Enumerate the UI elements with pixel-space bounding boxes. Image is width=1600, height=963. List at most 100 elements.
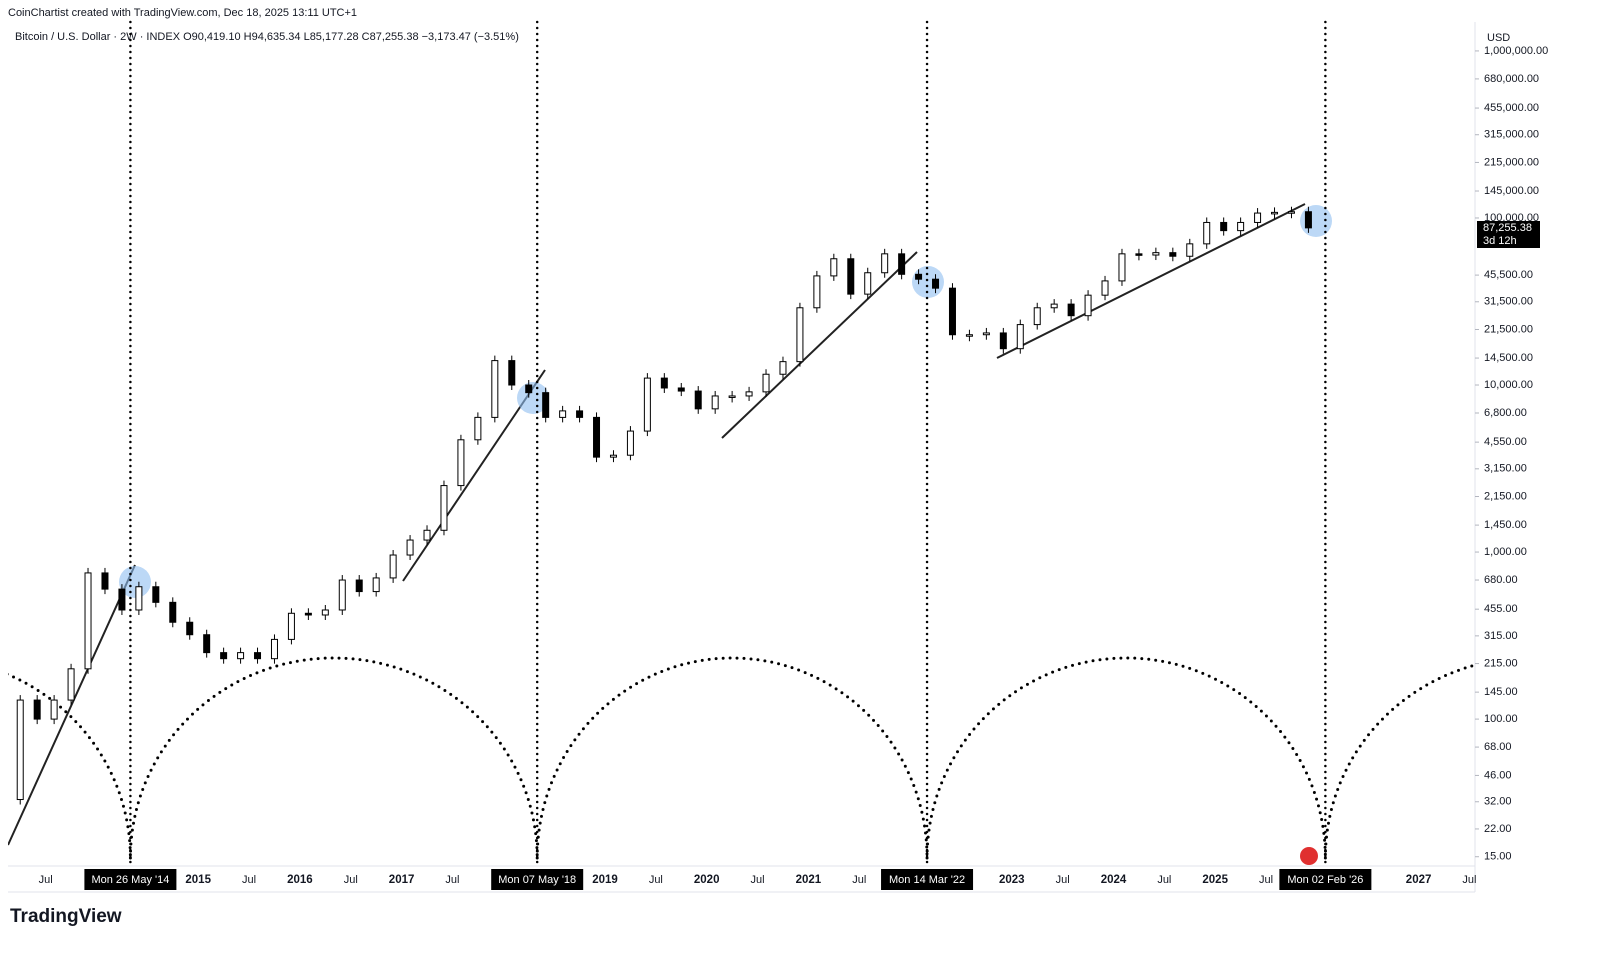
y-tick-label: 68.00: [1484, 741, 1512, 753]
candle: [830, 258, 838, 277]
highlight: [1300, 205, 1332, 237]
trend-line: [721, 251, 918, 439]
y-tick-label: 10,000.00: [1484, 379, 1533, 391]
cycle-label-box: [881, 869, 974, 890]
candle: [881, 253, 889, 274]
candle: [559, 410, 567, 418]
y-tick-label: 31,500.00: [1484, 296, 1533, 308]
candle: [525, 384, 533, 394]
x-tick-label: 2023: [999, 874, 1025, 886]
y-tick-label: 22.00: [1484, 823, 1512, 835]
currency: USD: [1487, 32, 1510, 44]
candle: [999, 332, 1007, 350]
price-tag-value: 87,255.38: [1483, 222, 1532, 234]
cycle-arc: [535, 656, 929, 860]
candle: [118, 588, 126, 611]
candle: [440, 485, 448, 531]
cycle-label-box: [491, 869, 584, 890]
candle: [1186, 243, 1194, 257]
y-tick-label: 1,000.00: [1484, 546, 1527, 558]
y-tick-label: 2,150.00: [1484, 490, 1527, 502]
candle: [508, 360, 516, 386]
x-tick-label: Jul: [1056, 874, 1070, 886]
candle: [948, 287, 956, 336]
y-tick-label: 455.00: [1484, 603, 1518, 615]
x-tick-label: Jul: [1157, 874, 1171, 886]
candle: [84, 572, 92, 670]
y-tick-label: 15.00: [1484, 851, 1512, 863]
cycle-label: Mon 14 Mar '22: [889, 874, 965, 886]
x-tick-label: Jul: [445, 874, 459, 886]
candle: [576, 410, 584, 418]
x-tick-label: Jul: [751, 874, 765, 886]
y-tick-label: 32.00: [1484, 796, 1512, 808]
highlight: [912, 266, 944, 298]
candle: [355, 579, 363, 593]
y-tick-label: 1,000,000.00: [1484, 45, 1548, 57]
candle: [1101, 280, 1109, 296]
y-tick-label: 14,500.00: [1484, 352, 1533, 364]
x-tick-label: 2015: [185, 874, 211, 886]
candle: [1050, 303, 1058, 309]
x-tick-label: Jul: [39, 874, 53, 886]
flag-icon: [1300, 847, 1318, 865]
cycle-label-box: [84, 869, 177, 890]
y-tick-label: 455,000.00: [1484, 102, 1539, 114]
candle: [372, 577, 380, 593]
y-tick-label: 21,500.00: [1484, 323, 1533, 335]
candle: [321, 609, 329, 616]
candle: [626, 430, 634, 456]
y-tick-label: 145.00: [1484, 686, 1518, 698]
candle: [50, 699, 58, 720]
candle: [16, 699, 24, 801]
candle: [1118, 253, 1126, 282]
legend: Bitcoin / U.S. Dollar · 2W · INDEX O90,4…: [15, 31, 519, 43]
x-tick-label: 2025: [1202, 874, 1228, 886]
candle: [728, 395, 736, 398]
candle: [287, 612, 295, 640]
candle: [1135, 253, 1143, 256]
cycle-label: Mon 02 Feb '26: [1287, 874, 1363, 886]
candle: [711, 395, 719, 410]
cycle-label: Mon 26 May '14: [91, 874, 169, 886]
candle: [101, 572, 109, 590]
candle: [643, 377, 651, 432]
cycle-label-box: [1279, 869, 1372, 890]
candle: [1152, 252, 1160, 256]
cycle-arc: [128, 656, 539, 860]
x-tick-label: Jul: [649, 874, 663, 886]
candle: [406, 539, 414, 556]
candle: [762, 373, 770, 393]
y-tick-label: 1,450.00: [1484, 519, 1527, 531]
candle: [915, 273, 923, 280]
y-tick-label: 315,000.00: [1484, 129, 1539, 141]
candle: [474, 416, 482, 441]
cycle-label: Mon 07 May '18: [498, 874, 576, 886]
cycle-arc: [925, 656, 1327, 860]
x-tick-label: 2021: [796, 874, 822, 886]
candle: [220, 652, 228, 660]
x-tick-label: 2020: [694, 874, 720, 886]
candle: [67, 668, 75, 701]
plot: [8, 203, 1475, 860]
candle: [1084, 294, 1092, 317]
candle: [186, 621, 194, 636]
candle: [864, 272, 872, 295]
x-tick-label: Jul: [242, 874, 256, 886]
candle: [1254, 212, 1262, 223]
candle: [1271, 211, 1279, 215]
x-tick-label: Jul: [1259, 874, 1273, 886]
candle: [1033, 307, 1041, 326]
candle: [203, 634, 211, 654]
candle: [491, 360, 499, 418]
y-tick-label: 4,550.00: [1484, 436, 1527, 448]
trend-line: [996, 203, 1306, 359]
candle: [677, 387, 685, 392]
highlight: [517, 382, 549, 414]
candle: [423, 529, 431, 541]
highlight: [119, 566, 151, 598]
candle: [694, 390, 702, 410]
y-tick-label: 680.00: [1484, 574, 1518, 586]
